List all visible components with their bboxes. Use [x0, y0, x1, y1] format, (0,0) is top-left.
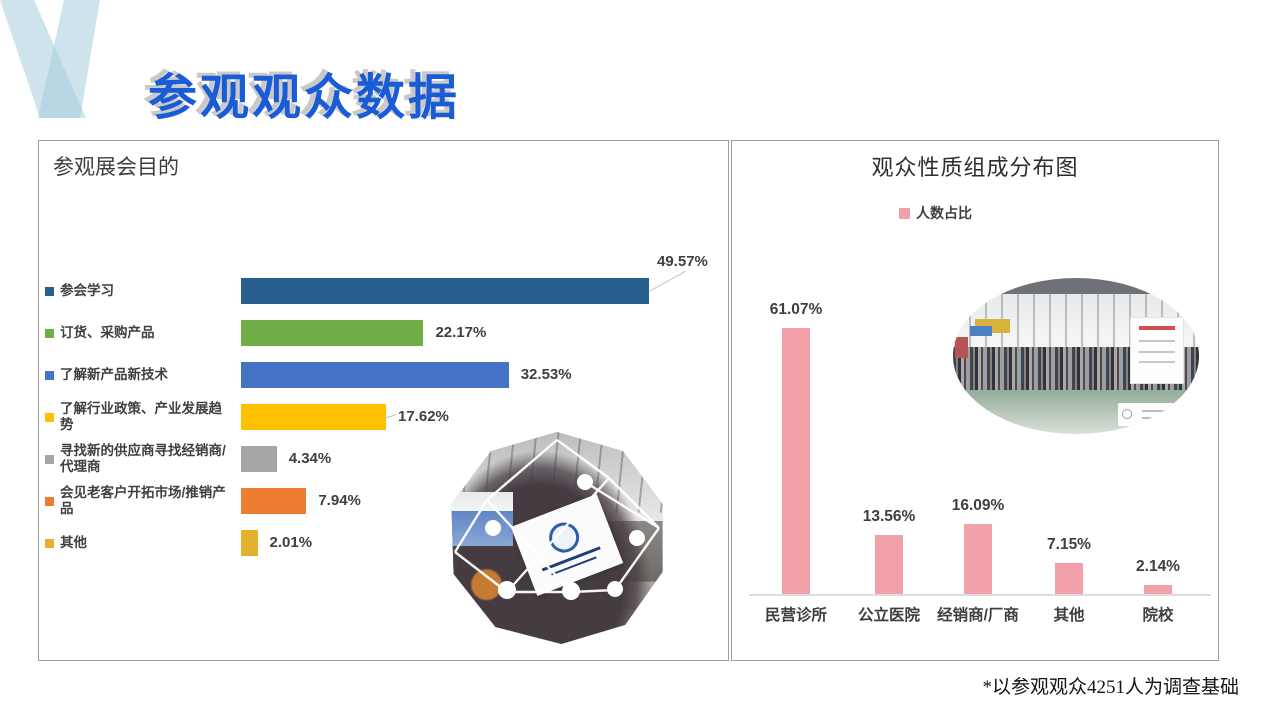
bar-value-label: 17.62% [398, 408, 449, 425]
x-axis-line [749, 594, 1211, 596]
hbar-row: 寻找新的供应商寻找经销商/代理商 4.34% [45, 443, 721, 474]
vbar-column: 61.07% 民营诊所 [741, 141, 851, 662]
bar [241, 530, 258, 556]
hbar-row: 会见老客户开拓市场/推销产品 7.94% [45, 485, 721, 516]
label-leader-line [648, 270, 686, 292]
bar-value-label: 16.09% [951, 496, 1005, 514]
bar-value-label: 2.14% [1136, 557, 1180, 575]
signboard-headline [1138, 325, 1176, 330]
legend-item: 人数占比 [899, 203, 972, 223]
category-label: 其他 [1053, 607, 1085, 624]
hbar-row: 订货、采购产品 22.17% [45, 320, 721, 346]
signboard-text-line [1138, 340, 1176, 343]
category-label: 公立医院 [857, 607, 920, 624]
legend-label: 会见老客户开拓市场/推销产品 [60, 485, 226, 516]
bar [241, 404, 386, 430]
vbar-column: 16.09% 经销商/厂商 [923, 141, 1033, 662]
legend-label: 了解行业政策、产业发展趋势 [60, 401, 222, 432]
legend-swatch [45, 496, 54, 506]
photo-watermark [1117, 402, 1182, 427]
photo-ceiling-beam [953, 278, 1199, 294]
legend-swatch [45, 370, 54, 380]
bar-value-label: 2.01% [269, 534, 313, 551]
category-label: 经销商/厂商 [937, 607, 1019, 624]
bar-value-label: 61.07% [769, 301, 823, 319]
page-title: 参观观众数据 [148, 69, 461, 126]
bar [241, 320, 424, 346]
association-flag [510, 493, 624, 597]
legend-swatch [45, 454, 54, 464]
bar-value-label: 4.34% [288, 450, 332, 467]
hbar-row: 了解新产品新技术 32.53% [45, 362, 721, 388]
legend-item: 参会学习 [45, 278, 233, 304]
legend-label: 订货、采购产品 [60, 325, 155, 341]
photo-blue-sign [970, 326, 993, 336]
category-label: 民营诊所 [764, 607, 827, 624]
bar [241, 362, 509, 388]
exhibition-photo-ellipse [953, 278, 1199, 434]
legend-swatch [45, 538, 54, 548]
bar [1144, 584, 1172, 594]
photo-red-sign [955, 337, 968, 358]
legend-label: 其他 [60, 535, 87, 551]
v-band-right [38, 0, 100, 118]
legend-label: 寻找新的供应商寻找经销商/代理商 [60, 443, 226, 474]
watermark-logo-icon [1122, 408, 1133, 419]
bar [241, 278, 649, 304]
category-label: 院校 [1142, 607, 1174, 624]
legend-item: 订货、采购产品 [45, 320, 233, 346]
bar-value-label: 49.57% [657, 253, 708, 270]
legend-item: 其他 [45, 530, 233, 556]
bar-value-label: 7.94% [318, 492, 361, 509]
left-chart-title: 参观展会目的 [53, 156, 179, 179]
vbar-column: 2.14% 院校 [1103, 141, 1213, 662]
association-logo-icon [544, 518, 584, 557]
bar [875, 534, 903, 594]
signboard-text-line [1138, 360, 1176, 363]
corner-v-decoration [0, 0, 100, 118]
right-chart-title: 观众性质组成分布图 [871, 155, 1079, 180]
bar [1055, 562, 1083, 594]
bar-value-label: 7.15% [1047, 535, 1091, 553]
bar [241, 446, 277, 472]
legend-label: 参会学习 [60, 283, 114, 299]
signboard-text-line [1138, 350, 1176, 353]
bar-value-label: 22.17% [435, 324, 487, 341]
bar [964, 523, 992, 594]
hbar-row: 了解行业政策、产业发展趋势 17.62% [45, 401, 721, 432]
bar [782, 328, 810, 594]
watermark-text-line [1142, 416, 1175, 419]
legend-item: 会见老客户开拓市场/推销产品 [45, 485, 233, 516]
legend-swatch [45, 328, 54, 338]
bar-value-label: 32.53% [520, 366, 572, 383]
vbar-column: 7.15% 其他 [1014, 141, 1124, 662]
legend-label: 了解新产品新技术 [60, 367, 168, 383]
survey-footnote: *以参观观众4251人为调查基础 [982, 677, 1239, 698]
legend-swatch [45, 286, 54, 296]
legend-swatch [899, 207, 910, 219]
legend-label: 人数占比 [916, 205, 972, 221]
legend-swatch [45, 412, 54, 422]
legend-item: 了解行业政策、产业发展趋势 [45, 401, 233, 432]
legend-item: 了解新产品新技术 [45, 362, 233, 388]
bar-value-label: 13.56% [862, 507, 916, 525]
photo-signboard [1130, 317, 1185, 385]
hbar-row: 参会学习 49.57% [45, 253, 721, 304]
watermark-text-line [1142, 409, 1175, 412]
hbar-row: 其他 2.01% [45, 530, 721, 556]
vbar-column: 13.56% 公立医院 [834, 141, 944, 662]
bar [241, 488, 307, 514]
legend-item: 寻找新的供应商寻找经销商/代理商 [45, 443, 233, 474]
